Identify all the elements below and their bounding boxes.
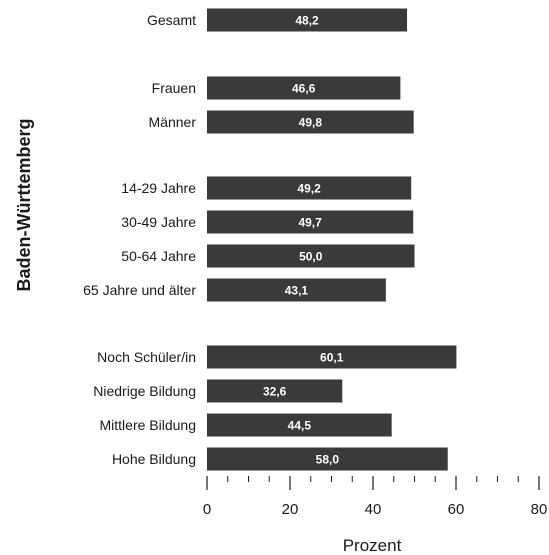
x-tick-label: 80	[531, 501, 548, 518]
category-label: Männer	[149, 114, 197, 130]
category-label: Mittlere Bildung	[100, 417, 197, 433]
bar-value-label: 50,0	[299, 250, 323, 264]
bars-layer: Gesamt 48,2 Frauen 46,6 Männer 49,8 14-29 Jahr…	[83, 8, 457, 471]
bar	[207, 76, 401, 100]
category-label: 30-49 Jahre	[121, 214, 196, 230]
category-label: Hohe Bildung	[112, 451, 196, 467]
category-label: Gesamt	[147, 12, 196, 28]
category-label: Noch Schüler/in	[97, 349, 196, 365]
bar	[207, 8, 408, 32]
x-tick-label: 20	[282, 501, 299, 518]
bar-value-label: 44,5	[288, 419, 312, 433]
category-label: Frauen	[152, 80, 196, 96]
bar-value-label: 43,1	[285, 284, 309, 298]
bar	[207, 345, 457, 369]
x-axis-label: Prozent	[343, 536, 402, 555]
bar	[207, 379, 343, 403]
bar-value-label: 58,0	[316, 453, 340, 467]
x-axis: 0 20 40 60 80	[203, 476, 548, 518]
x-tick-label: 0	[203, 501, 211, 518]
bar-value-label: 49,8	[299, 116, 323, 130]
bar	[207, 413, 392, 437]
bar-value-label: 48,2	[295, 14, 319, 28]
bar	[207, 110, 414, 134]
bar	[207, 244, 415, 268]
bar	[207, 176, 412, 200]
bar-value-label: 49,2	[297, 182, 321, 196]
bar-value-label: 32,6	[263, 385, 287, 399]
category-label: 14-29 Jahre	[121, 180, 196, 196]
category-label: 50-64 Jahre	[121, 248, 196, 264]
bar-value-label: 60,1	[320, 351, 344, 365]
category-label: Niedrige Bildung	[93, 383, 196, 399]
x-tick-label: 60	[448, 501, 465, 518]
bar-value-label: 49,7	[298, 216, 322, 230]
y-axis-label: Baden-Württemberg	[14, 118, 34, 291]
bar	[207, 210, 414, 234]
category-label: 65 Jahre und älter	[83, 282, 196, 298]
bar-value-label: 46,6	[292, 82, 316, 96]
bar	[207, 278, 386, 302]
x-tick-label: 40	[365, 501, 382, 518]
bar	[207, 447, 448, 471]
